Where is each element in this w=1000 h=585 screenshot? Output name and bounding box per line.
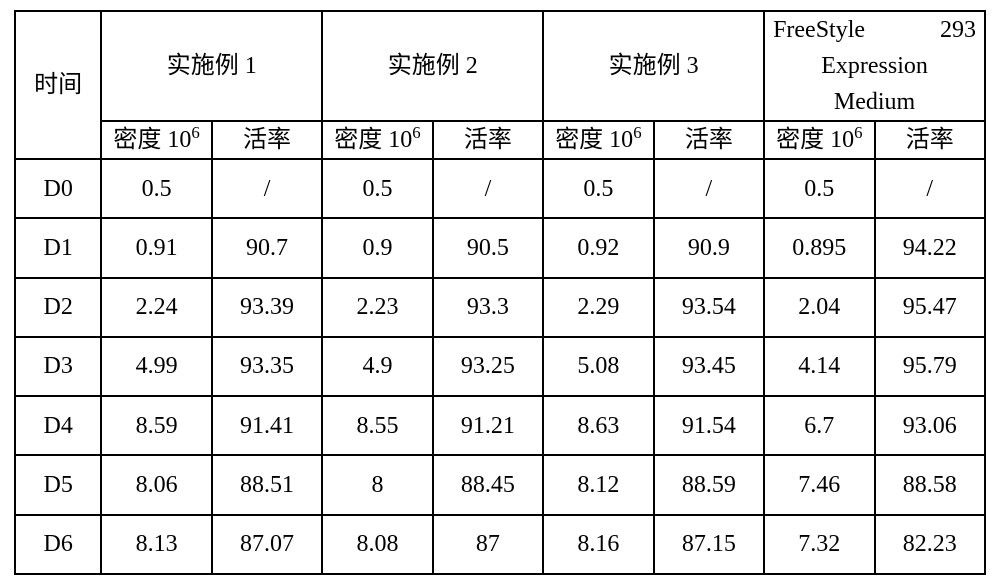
cell: 0.5 xyxy=(322,159,432,218)
cell: 91.54 xyxy=(654,396,764,455)
table-row: D5 8.06 88.51 8 88.45 8.12 88.59 7.46 88… xyxy=(15,455,985,514)
cell: 95.79 xyxy=(875,337,985,396)
cell: 4.9 xyxy=(322,337,432,396)
table-row: D4 8.59 91.41 8.55 91.21 8.63 91.54 6.7 … xyxy=(15,396,985,455)
cell: 5.08 xyxy=(543,337,653,396)
sub-density-1: 密度 106 xyxy=(101,121,211,159)
fs-line3: Medium xyxy=(765,84,984,120)
sub-density-4: 密度 106 xyxy=(764,121,874,159)
cell-time: D0 xyxy=(15,159,101,218)
cell: 88.59 xyxy=(654,455,764,514)
cell: 0.5 xyxy=(543,159,653,218)
cell: 8.06 xyxy=(101,455,211,514)
cell: 93.39 xyxy=(212,278,322,337)
cell: 93.06 xyxy=(875,396,985,455)
cell: 94.22 xyxy=(875,218,985,277)
cell: 93.35 xyxy=(212,337,322,396)
cell: / xyxy=(654,159,764,218)
cell: 87.15 xyxy=(654,515,764,574)
cell: 90.5 xyxy=(433,218,543,277)
density-prefix: 密度 10 xyxy=(334,127,412,153)
cell: 0.92 xyxy=(543,218,653,277)
cell: 8.16 xyxy=(543,515,653,574)
cell: 2.04 xyxy=(764,278,874,337)
density-prefix: 密度 10 xyxy=(776,127,854,153)
cell: 93.25 xyxy=(433,337,543,396)
cell-time: D5 xyxy=(15,455,101,514)
density-prefix: 密度 10 xyxy=(555,127,633,153)
cell: 0.9 xyxy=(322,218,432,277)
table-row: D1 0.91 90.7 0.9 90.5 0.92 90.9 0.895 94… xyxy=(15,218,985,277)
density-exp: 6 xyxy=(633,123,641,142)
sub-viability-2: 活率 xyxy=(433,121,543,159)
sub-viability-3: 活率 xyxy=(654,121,764,159)
col-group-4: FreeStyle 293 Expression Medium xyxy=(764,11,985,121)
data-table: 时间 实施例 1 实施例 2 实施例 3 FreeStyle 293 Expre… xyxy=(14,10,986,575)
cell: 91.21 xyxy=(433,396,543,455)
cell: 2.23 xyxy=(322,278,432,337)
cell-time: D6 xyxy=(15,515,101,574)
density-prefix: 密度 10 xyxy=(113,127,191,153)
sub-density-3: 密度 106 xyxy=(543,121,653,159)
cell: 0.895 xyxy=(764,218,874,277)
cell: 8.08 xyxy=(322,515,432,574)
cell: 93.45 xyxy=(654,337,764,396)
cell-time: D4 xyxy=(15,396,101,455)
cell: 8 xyxy=(322,455,432,514)
cell: 8.12 xyxy=(543,455,653,514)
cell: 95.47 xyxy=(875,278,985,337)
density-exp: 6 xyxy=(854,123,862,142)
cell: 4.99 xyxy=(101,337,211,396)
sub-density-2: 密度 106 xyxy=(322,121,432,159)
cell: 93.54 xyxy=(654,278,764,337)
cell: 8.63 xyxy=(543,396,653,455)
cell: 2.29 xyxy=(543,278,653,337)
cell: 7.46 xyxy=(764,455,874,514)
cell: 87 xyxy=(433,515,543,574)
cell: 6.7 xyxy=(764,396,874,455)
cell-time: D1 xyxy=(15,218,101,277)
cell: 93.3 xyxy=(433,278,543,337)
table-row: D3 4.99 93.35 4.9 93.25 5.08 93.45 4.14 … xyxy=(15,337,985,396)
header-row-1: 时间 实施例 1 实施例 2 实施例 3 FreeStyle 293 Expre… xyxy=(15,11,985,121)
cell: 4.14 xyxy=(764,337,874,396)
sub-viability-1: 活率 xyxy=(212,121,322,159)
cell: 2.24 xyxy=(101,278,211,337)
fs-line2: Expression xyxy=(765,48,984,84)
cell: 0.91 xyxy=(101,218,211,277)
cell: 8.59 xyxy=(101,396,211,455)
cell: 90.9 xyxy=(654,218,764,277)
table-body: D0 0.5 / 0.5 / 0.5 / 0.5 / D1 0.91 90.7 … xyxy=(15,159,985,574)
fs-line1-right: 293 xyxy=(940,17,976,43)
cell-time: D3 xyxy=(15,337,101,396)
sub-viability-4: 活率 xyxy=(875,121,985,159)
table-row: D0 0.5 / 0.5 / 0.5 / 0.5 / xyxy=(15,159,985,218)
cell: 0.5 xyxy=(764,159,874,218)
fs-line1-left: FreeStyle xyxy=(773,17,865,43)
cell: / xyxy=(212,159,322,218)
cell: 7.32 xyxy=(764,515,874,574)
col-group-1: 实施例 1 xyxy=(101,11,322,121)
cell: 87.07 xyxy=(212,515,322,574)
cell: 88.45 xyxy=(433,455,543,514)
cell: / xyxy=(433,159,543,218)
cell: 82.23 xyxy=(875,515,985,574)
density-exp: 6 xyxy=(191,123,199,142)
cell: 88.51 xyxy=(212,455,322,514)
col-time-header: 时间 xyxy=(15,11,101,159)
cell: 8.55 xyxy=(322,396,432,455)
table-row: D6 8.13 87.07 8.08 87 8.16 87.15 7.32 82… xyxy=(15,515,985,574)
cell: / xyxy=(875,159,985,218)
cell: 90.7 xyxy=(212,218,322,277)
cell: 0.5 xyxy=(101,159,211,218)
table-row: D2 2.24 93.39 2.23 93.3 2.29 93.54 2.04 … xyxy=(15,278,985,337)
cell: 88.58 xyxy=(875,455,985,514)
col-group-2: 实施例 2 xyxy=(322,11,543,121)
cell-time: D2 xyxy=(15,278,101,337)
col-group-3: 实施例 3 xyxy=(543,11,764,121)
density-exp: 6 xyxy=(412,123,420,142)
header-row-2: 密度 106 活率 密度 106 活率 密度 106 活率 密度 106 活率 xyxy=(15,121,985,159)
cell: 91.41 xyxy=(212,396,322,455)
cell: 8.13 xyxy=(101,515,211,574)
